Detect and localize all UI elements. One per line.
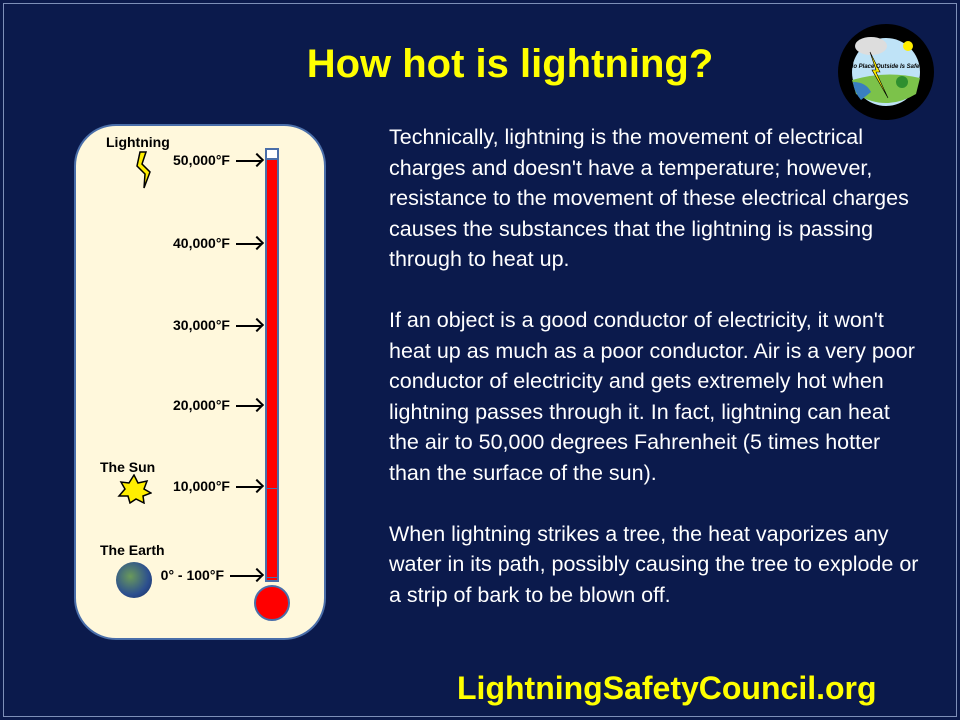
tick [267, 488, 277, 489]
arrow-icon [230, 575, 261, 577]
thermometer-bulb [254, 585, 290, 621]
paragraph: Technically, lightning is the movement o… [389, 125, 909, 271]
thermometer-tube [265, 148, 279, 582]
nlsc-logo: No Place Outside Is Safe ! [838, 24, 934, 120]
arrow-icon [236, 160, 261, 162]
tick [267, 577, 277, 578]
sun-icon [117, 474, 152, 504]
earth-icon [116, 562, 152, 598]
thermometer-panel: Lightning The Sun The Earth 50,000°F 40,… [74, 124, 326, 640]
tube-empty-top [267, 150, 277, 160]
slide-border [3, 3, 957, 717]
lightning-bolt-icon [136, 151, 151, 189]
body-text: Technically, lightning is the movement o… [389, 122, 924, 641]
mark-20000: 20,000°F [173, 397, 230, 413]
arrow-icon [236, 325, 261, 327]
website-link[interactable]: LightningSafetyCouncil.org [457, 670, 877, 706]
mark-50000: 50,000°F [173, 152, 230, 168]
paragraph: When lightning strikes a tree, the heat … [389, 521, 919, 607]
arrow-icon [236, 243, 261, 245]
arrow-icon [236, 486, 261, 488]
logo-center-text: No Place Outside Is Safe ! [849, 64, 923, 70]
mark-40000: 40,000°F [173, 235, 230, 251]
mark-10000: 10,000°F [173, 478, 230, 494]
slide-title: How hot is lightning? [306, 42, 714, 86]
sun-label: The Sun [100, 459, 156, 475]
arrow-icon [236, 405, 261, 407]
lightning-label: Lightning [106, 134, 170, 150]
mark-30000: 30,000°F [173, 317, 230, 333]
earth-label: The Earth [100, 542, 165, 558]
mark-0-100: 0° - 100°F [160, 567, 224, 583]
paragraph: If an object is a good conductor of elec… [389, 308, 915, 485]
